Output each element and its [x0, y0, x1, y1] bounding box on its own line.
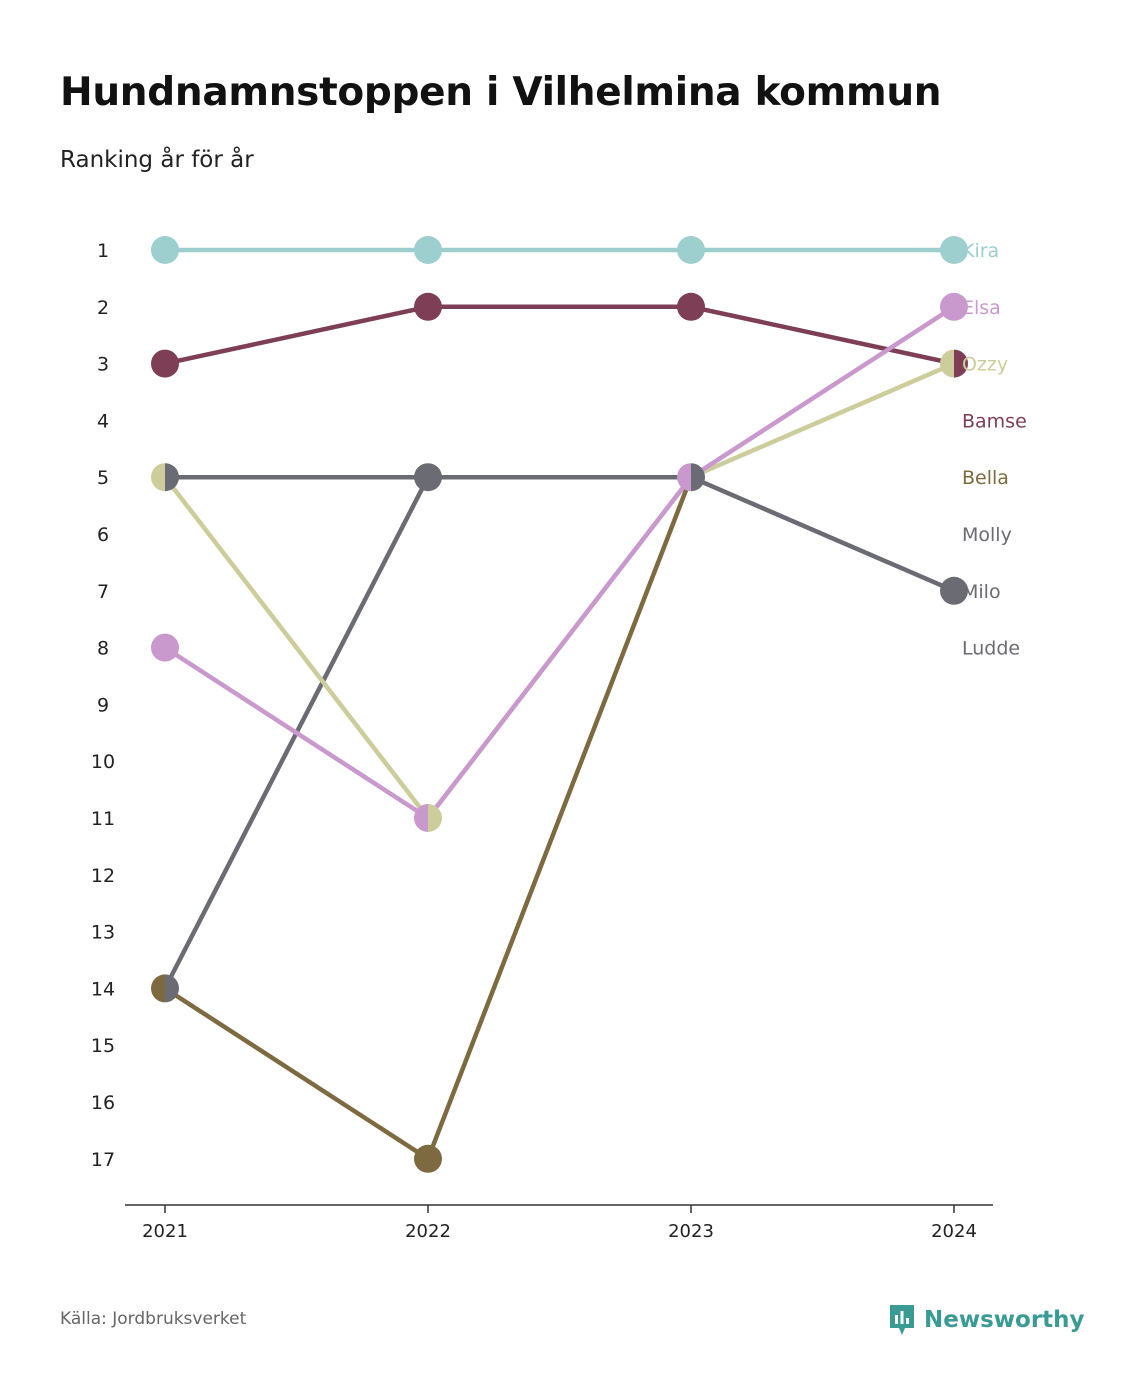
x-tick-label: 2023: [668, 1221, 714, 1242]
series-label-ludde: Ludde: [962, 638, 1020, 660]
y-tick-label: 4: [97, 410, 109, 432]
chart-title: Hundnamnstoppen i Vilhelmina kommun: [60, 70, 942, 115]
data-point: [151, 633, 179, 662]
series-line-milo: [162, 474, 957, 991]
y-tick-label: 3: [97, 354, 109, 376]
series-label-milo: Milo: [962, 581, 1001, 603]
y-tick-label: 5: [97, 467, 109, 489]
data-point-right-half: [165, 974, 180, 1003]
y-tick-label: 14: [91, 978, 115, 1000]
newsworthy-logo-icon: [890, 1305, 914, 1335]
data-point-right-half: [691, 463, 705, 492]
series-label-bella: Bella: [962, 467, 1009, 489]
series-label-bamse: Bamse: [962, 410, 1027, 432]
y-tick-label: 1: [97, 240, 109, 262]
x-tick-label: 2024: [931, 1221, 977, 1242]
data-point-right-half: [954, 349, 969, 378]
y-tick-label: 7: [97, 581, 109, 603]
series-line-elsa: [162, 304, 957, 821]
data-point: [414, 1144, 442, 1173]
series-label-molly: Molly: [962, 524, 1012, 546]
brand-name: Newsworthy: [924, 1307, 1085, 1333]
data-point-left-half: [151, 463, 165, 492]
data-point: [414, 463, 442, 492]
series-label-elsa: Elsa: [962, 297, 1001, 319]
data-point-right-half: [165, 463, 180, 492]
data-point-right-half: [428, 804, 442, 832]
data-point: [151, 349, 179, 378]
source-note: Källa: Jordbruksverket: [60, 1309, 247, 1329]
data-point: [940, 576, 968, 605]
series-label-ozzy: Ozzy: [962, 354, 1008, 376]
x-tick-label: 2021: [142, 1221, 188, 1242]
data-point-left-half: [151, 974, 165, 1003]
series-line-ozzy: [162, 361, 957, 821]
y-tick-label: 17: [91, 1149, 115, 1171]
chart-subtitle: Ranking år för år: [60, 147, 254, 173]
y-tick-label: 15: [91, 1035, 115, 1057]
y-tick-label: 9: [97, 694, 109, 716]
y-tick-label: 2: [97, 297, 109, 319]
data-point-left-half: [677, 463, 691, 492]
brand-logo: Newsworthy: [888, 1303, 1085, 1337]
data-point: [151, 236, 179, 264]
series-line-bamse: [162, 304, 957, 366]
data-point-left-half: [414, 804, 428, 832]
y-tick-label: 6: [97, 524, 109, 546]
data-point: [677, 292, 705, 321]
data-point: [940, 236, 968, 264]
x-tick-label: 2022: [405, 1221, 451, 1242]
y-tick-label: 13: [91, 922, 115, 944]
data-point: [940, 292, 968, 321]
y-tick-label: 11: [91, 808, 115, 830]
y-tick-label: 12: [91, 865, 115, 887]
series-label-kira: Kira: [962, 240, 999, 262]
y-tick-label: 16: [91, 1092, 115, 1114]
data-point-left-half: [940, 349, 954, 378]
y-tick-label: 8: [97, 638, 109, 660]
data-point: [414, 236, 442, 264]
y-tick-label: 10: [91, 751, 115, 773]
data-point: [414, 292, 442, 321]
data-point: [677, 236, 705, 264]
